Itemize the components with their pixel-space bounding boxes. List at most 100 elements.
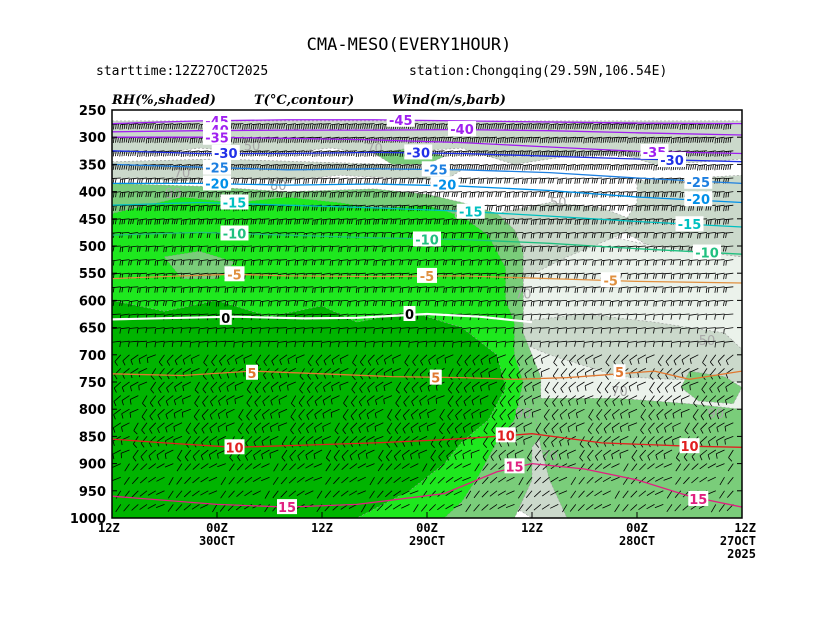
wind-barb bbox=[451, 245, 463, 252]
wind-barb bbox=[499, 408, 507, 421]
wind-barb bbox=[635, 340, 646, 348]
wind-barb bbox=[701, 368, 708, 380]
wind-barb bbox=[513, 286, 524, 293]
rh-contour-label: 50 bbox=[550, 196, 567, 211]
wind-barb bbox=[512, 300, 524, 306]
wind-barb bbox=[565, 245, 576, 253]
wind-barb bbox=[364, 191, 375, 198]
wind-barb bbox=[377, 490, 384, 498]
wind-barb bbox=[541, 490, 550, 497]
wind-barb bbox=[670, 286, 681, 293]
temperature-contour-label: 0 bbox=[221, 312, 230, 327]
wind-barb bbox=[705, 232, 716, 239]
wind-barb bbox=[679, 300, 690, 307]
wind-barb bbox=[302, 218, 314, 225]
wind-barb bbox=[121, 381, 130, 393]
wind-barb bbox=[574, 300, 585, 307]
wind-barb bbox=[373, 286, 384, 293]
wind-barb bbox=[176, 476, 183, 485]
wind-barb bbox=[268, 218, 279, 226]
y-tick-label: 850 bbox=[79, 430, 106, 445]
wind-barb bbox=[355, 218, 366, 226]
wind-barb bbox=[329, 218, 340, 225]
wind-barb bbox=[603, 422, 612, 434]
wind-barb bbox=[600, 259, 611, 266]
wind-barb bbox=[154, 327, 165, 334]
wind-barb bbox=[655, 436, 664, 447]
wind-barb bbox=[495, 218, 506, 225]
wind-barb bbox=[583, 177, 594, 184]
wind-barb bbox=[696, 272, 708, 279]
rh-contour-label: 90 bbox=[707, 407, 724, 422]
wind-barb bbox=[262, 381, 270, 393]
wind-barb bbox=[574, 232, 585, 239]
temperature-label-box bbox=[220, 225, 249, 241]
wind-barb bbox=[646, 504, 655, 510]
wind-barb bbox=[399, 232, 410, 239]
wind-barb bbox=[413, 504, 419, 513]
wind-barb bbox=[163, 123, 174, 130]
wind-barb bbox=[656, 408, 664, 420]
wind-barb bbox=[393, 463, 402, 470]
wind-barb bbox=[635, 313, 646, 320]
wind-barb bbox=[366, 395, 375, 406]
wind-barb bbox=[565, 313, 576, 321]
wind-barb bbox=[399, 191, 410, 198]
wind-barb bbox=[609, 177, 620, 185]
wind-barb bbox=[148, 449, 157, 461]
wind-barb bbox=[233, 218, 244, 225]
wind-barb bbox=[277, 286, 288, 293]
wind-barb bbox=[635, 259, 646, 266]
wind-barb bbox=[504, 218, 515, 225]
wind-barb bbox=[515, 395, 524, 406]
station-label: station:Chongqing(29.59N,106.54E) bbox=[409, 64, 667, 79]
wind-barb bbox=[478, 259, 489, 266]
wind-barb bbox=[382, 191, 393, 198]
wind-barb bbox=[368, 504, 375, 512]
wind-barb bbox=[670, 232, 681, 239]
legend-rh: RH(%,shaded) bbox=[111, 93, 216, 108]
wind-barb bbox=[481, 476, 489, 485]
wind-barb bbox=[341, 449, 349, 462]
wind-barb bbox=[154, 286, 165, 293]
wind-barb bbox=[557, 123, 568, 130]
wind-barb bbox=[539, 300, 550, 307]
wind-barb bbox=[727, 476, 734, 485]
wind-barb bbox=[215, 259, 226, 266]
wind-barb bbox=[556, 136, 568, 144]
wind-barb bbox=[670, 313, 681, 320]
wind-barb bbox=[513, 136, 524, 144]
wind-barb bbox=[297, 449, 305, 461]
temperature-label-box bbox=[403, 306, 416, 321]
wind-barb bbox=[342, 422, 349, 435]
wind-barb bbox=[189, 340, 200, 348]
wind-barb bbox=[722, 313, 734, 320]
wind-barb bbox=[136, 327, 148, 334]
wind-barb bbox=[175, 504, 183, 512]
wind-barb bbox=[390, 191, 401, 198]
wind-barb bbox=[504, 191, 515, 198]
wind-barb bbox=[522, 300, 533, 307]
wind-barb bbox=[661, 191, 673, 198]
wind-barb bbox=[696, 136, 708, 143]
wind-barb bbox=[553, 354, 559, 367]
wind-barb bbox=[303, 327, 314, 334]
wind-barb bbox=[350, 422, 358, 434]
wind-barb bbox=[131, 504, 139, 511]
wind-barb bbox=[374, 436, 384, 445]
wind-barb bbox=[460, 286, 471, 293]
wind-barb bbox=[524, 368, 533, 379]
wind-barb bbox=[351, 381, 358, 394]
rh-contour-label: 50 bbox=[244, 139, 261, 154]
wind-barb bbox=[473, 476, 480, 485]
wind-barb bbox=[250, 123, 261, 130]
wind-barb bbox=[198, 286, 209, 293]
wind-barb bbox=[574, 286, 585, 294]
wind-barb bbox=[417, 123, 428, 130]
wind-barb bbox=[576, 368, 585, 379]
wind-barb bbox=[217, 422, 226, 433]
wind-barb bbox=[716, 395, 725, 406]
wind-barb bbox=[535, 436, 542, 448]
wind-barb bbox=[429, 504, 436, 511]
wind-barb bbox=[224, 300, 235, 307]
